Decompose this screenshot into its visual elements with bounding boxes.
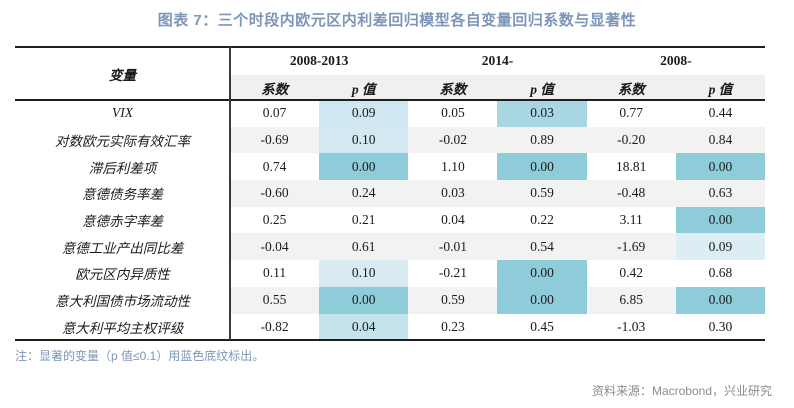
coeff-cell: -0.60 [230,180,320,207]
p-value-cell: 0.10 [319,126,409,154]
p-value-cell: 0.63 [675,180,765,207]
row-label: 意大利平均主权评级 [61,320,184,336]
subheader-pvalue: p 值 [675,75,765,100]
table-note: 注：显著的变量（p 值≤0.1）用蓝色底纹标出。 [15,349,265,363]
p-value-cell: 0.00 [675,206,765,234]
p-value-cell: 0.09 [319,100,409,127]
p-value-cell: 0.22 [530,212,554,228]
variable-column-header: 变量 [109,67,136,83]
p-value-cell: 0.00 [319,153,409,181]
p-value-cell: 0.09 [675,233,765,261]
coeff-cell: 0.55 [230,286,320,314]
coeff-cell: 0.03 [408,180,498,207]
coeff-cell: 0.11 [263,265,287,281]
subheader-pvalue: p 值 [497,75,587,100]
p-value-cell: 0.00 [675,153,765,181]
row-label: 对数欧元实际有效汇率 [55,134,190,150]
subheader-coeff: 系数 [408,75,498,100]
coeff-cell: 18.81 [616,158,647,174]
coeff-cell: -0.21 [438,265,467,281]
p-value-cell: 0.10 [319,260,409,287]
p-value-cell: 0.00 [675,286,765,314]
table-header-divider [15,99,765,101]
period-header-2008-2013: 2008-2013 [289,53,349,68]
row-label: 滞后利差项 [88,160,157,176]
coeff-cell: -0.48 [586,180,676,207]
coeff-cell: 0.07 [262,105,287,121]
row-label: 意大利国债市场流动性 [55,294,190,310]
coeff-cell: 0.23 [441,318,465,334]
coeff-cell: 0.77 [619,105,644,121]
coeff-cell: 0.59 [408,286,498,314]
table-column-divider [229,47,231,340]
p-value-cell: 0.21 [351,212,376,228]
row-label: 意德赤字率差 [82,214,163,230]
coeff-cell: -0.01 [408,233,498,261]
p-value-cell: 0.61 [319,233,409,261]
coeff-cell: -0.20 [586,126,676,154]
coeff-cell: 0.05 [441,105,465,121]
table-border-bottom [15,339,765,341]
table-border-top [15,46,765,48]
p-value-cell: 0.03 [497,100,587,127]
p-value-cell: 0.45 [530,318,554,334]
period-header-2008: 2008- [660,53,692,68]
data-table: 变量 2008-2013 2014- 2008- 系数 p 值 系数 p 值 系… [15,47,765,341]
coeff-cell: -1.03 [617,318,646,334]
coeff-cell: -0.04 [230,233,320,261]
coeff-cell: 3.11 [619,212,643,228]
row-label: 意德债务率差 [82,187,163,203]
coeff-cell: -0.02 [408,126,498,154]
coeff-cell: 1.10 [441,158,465,174]
subheader-coeff: 系数 [230,75,320,100]
coeff-cell: 6.85 [586,286,676,314]
coeff-cell: 0.42 [619,265,644,281]
p-value-cell: 0.00 [497,260,587,287]
p-value-cell: 0.84 [675,126,765,154]
p-value-cell: 0.89 [497,126,587,154]
p-value-cell: 0.68 [708,265,733,281]
row-label: 意德工业产出同比差 [61,240,184,256]
p-value-cell: 0.00 [497,153,587,181]
p-value-cell: 0.00 [319,286,409,314]
p-value-cell: 0.54 [497,233,587,261]
source-credit: 资料来源：Macrobond，兴业研究 [591,384,772,398]
coeff-cell: -0.82 [260,318,289,334]
coeff-cell: 0.04 [441,212,465,228]
subheader-coeff: 系数 [586,75,676,100]
p-value-cell: 0.24 [319,180,409,207]
coeff-cell: -0.69 [230,126,320,154]
row-label: VIX [112,105,133,121]
coeff-cell: 0.25 [262,212,287,228]
p-value-cell: 0.59 [497,180,587,207]
page-title: 图表 7：三个时段内欧元区内利差回归模型各自变量回归系数与显著性 [157,12,637,29]
p-value-cell: 0.00 [497,286,587,314]
coeff-cell: 0.74 [262,158,287,174]
period-header-2014: 2014- [481,53,514,68]
p-value-cell: 0.04 [319,313,409,341]
p-value-cell: 0.30 [708,318,733,334]
row-label: 欧元区内异质性 [75,267,170,283]
coeff-cell: -1.69 [586,233,676,261]
subheader-pvalue: p 值 [319,75,409,100]
p-value-cell: 0.44 [708,105,733,121]
